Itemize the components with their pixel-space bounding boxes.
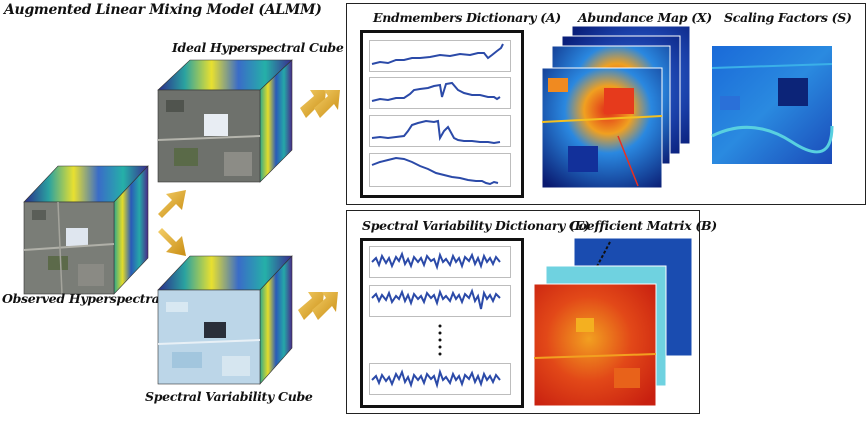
ideal-cube — [157, 59, 293, 183]
arrow-ideal-to-top-panel — [300, 90, 340, 118]
variability-cube — [157, 255, 293, 385]
diagram-title: Augmented Linear Mixing Model (ALMM) — [4, 2, 322, 18]
observed-cube — [23, 165, 149, 295]
arrow-observed-to-variability — [158, 228, 186, 256]
coefficient-matrix-title: Coefficient Matrix (B) — [569, 218, 717, 233]
ellipsis-dot-1 — [438, 324, 442, 328]
endmembers-title: Endmembers Dictionary (A) — [373, 10, 561, 25]
endmember-curve-3 — [371, 119, 501, 145]
abundance-map-stack — [541, 25, 691, 189]
variability-curve-1 — [371, 251, 501, 271]
variability-dictionary-title: Spectral Variability Dictionary (E) — [362, 218, 590, 233]
ideal-cube-label: Ideal Hyperspectral Cube — [172, 40, 344, 55]
observed-cube-label: Observed Hyperspectral Cube — [2, 291, 203, 306]
endmember-curve-1 — [371, 43, 504, 65]
variability-curve-3 — [371, 368, 501, 389]
ellipsis-dot-2 — [438, 331, 442, 335]
endmember-curve-2 — [371, 81, 501, 102]
endmember-curve-4 — [371, 156, 499, 186]
ellipsis-dot-3 — [438, 338, 442, 342]
endmember-cell-2 — [369, 77, 511, 109]
arrow-observed-to-ideal — [158, 190, 186, 218]
abundance-title: Abundance Map (X) — [578, 10, 712, 25]
coefficient-matrix-stack — [533, 237, 693, 407]
arrow-variability-to-bottom-panel — [298, 292, 338, 320]
scaling-title: Scaling Factors (S) — [724, 10, 852, 25]
scaling-factors-map — [711, 46, 834, 164]
variability-cube-label: Spectral Variability Cube — [145, 389, 313, 404]
ellipsis-dot-4 — [438, 345, 442, 349]
ellipsis-dot-5 — [438, 352, 442, 356]
variability-curve-2 — [371, 288, 501, 310]
